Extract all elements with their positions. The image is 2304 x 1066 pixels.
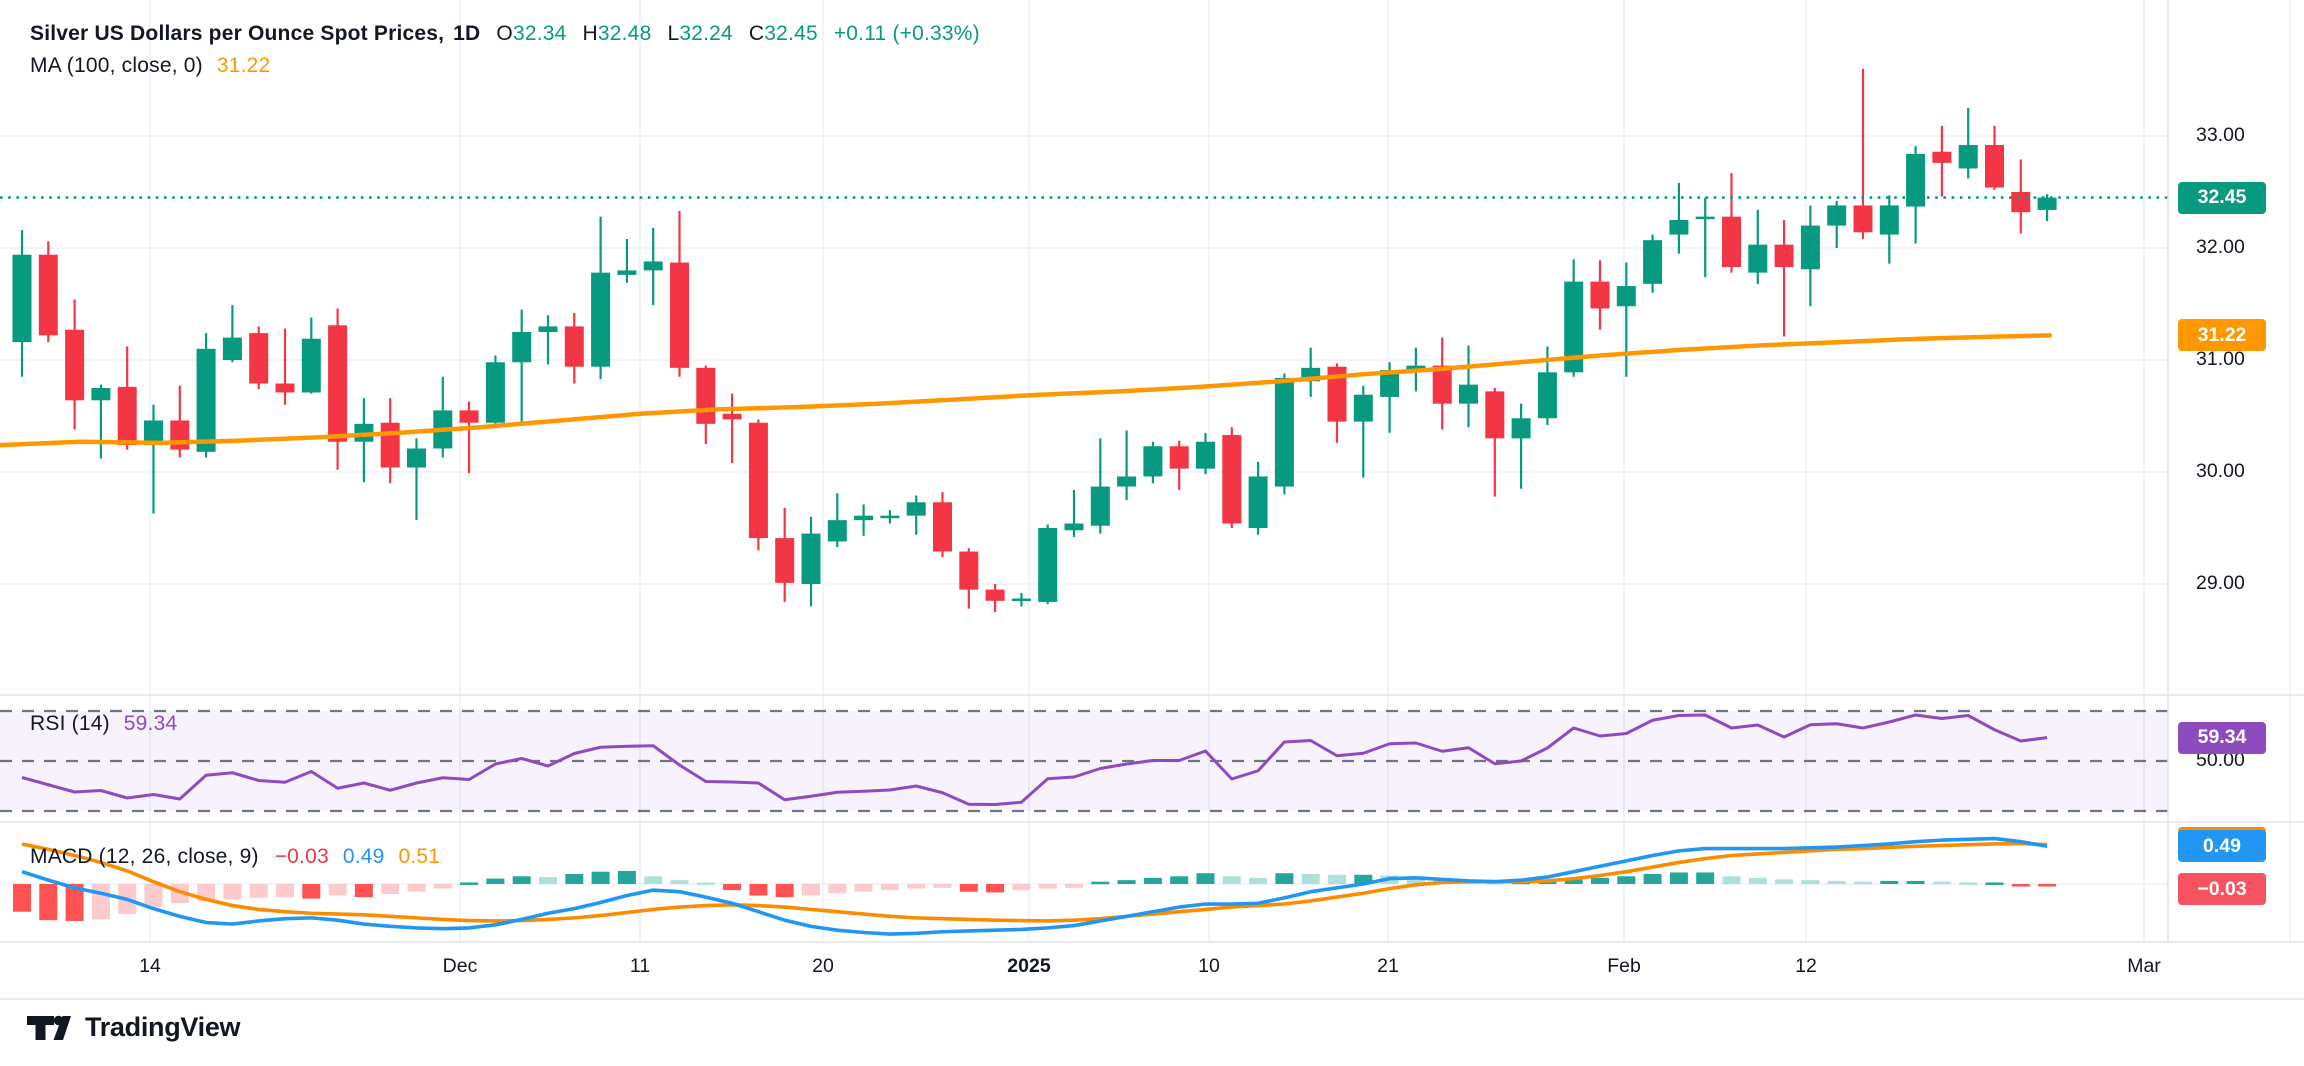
- high-value: 32.48: [597, 22, 652, 45]
- tradingview-logo-text: TradingView: [85, 1012, 241, 1042]
- rsi-legend[interactable]: RSI (14) 59.34: [30, 712, 177, 736]
- ma-label: MA (100, close, 0): [30, 54, 203, 77]
- symbol-legend: Silver US Dollars per Ounce Spot Prices,…: [30, 22, 980, 46]
- open-value: 32.34: [512, 22, 567, 45]
- timeframe-label[interactable]: 1D: [453, 22, 481, 45]
- close-label: C: [748, 22, 765, 45]
- low-label: L: [667, 22, 680, 45]
- change-value: +0.11 (+0.33%): [833, 22, 980, 45]
- rsi-value: 59.34: [123, 712, 178, 735]
- ohlc-low: L32.24: [667, 22, 732, 46]
- macd-signal-value: 0.51: [398, 845, 441, 868]
- low-value: 32.24: [679, 22, 733, 45]
- macd-legend[interactable]: MACD (12, 26, close, 9) −0.03 0.49 0.51: [30, 845, 440, 869]
- close-value: 32.45: [764, 22, 818, 45]
- macd-label: MACD (12, 26, close, 9): [30, 845, 259, 868]
- macd-hist-value: −0.03: [274, 845, 329, 868]
- rsi-label: RSI (14): [30, 712, 110, 735]
- tradingview-logo[interactable]: TradingView: [26, 1012, 241, 1043]
- symbol-title[interactable]: Silver US Dollars per Ounce Spot Prices,: [30, 22, 445, 45]
- tradingview-logo-icon: [27, 1015, 71, 1040]
- open-label: O: [496, 22, 513, 45]
- ma-value: 31.22: [216, 54, 271, 77]
- macd-line-value: 0.49: [342, 845, 385, 868]
- high-label: H: [582, 22, 598, 45]
- ma-legend[interactable]: MA (100, close, 0) 31.22: [30, 54, 270, 78]
- ohlc-high: H32.48: [583, 22, 652, 46]
- ohlc-close: C32.45: [749, 22, 818, 46]
- ohlc-open: O32.34: [496, 22, 566, 46]
